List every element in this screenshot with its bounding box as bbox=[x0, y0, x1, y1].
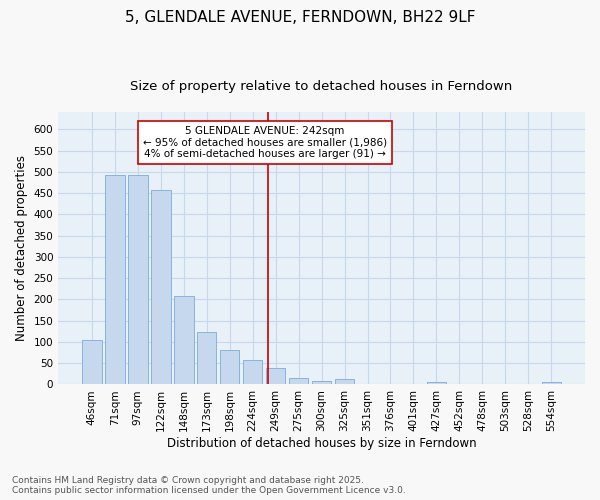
Bar bbox=[289, 378, 308, 384]
Y-axis label: Number of detached properties: Number of detached properties bbox=[15, 156, 28, 342]
Bar bbox=[197, 332, 217, 384]
Title: Size of property relative to detached houses in Ferndown: Size of property relative to detached ho… bbox=[130, 80, 513, 93]
Text: 5 GLENDALE AVENUE: 242sqm
← 95% of detached houses are smaller (1,986)
4% of sem: 5 GLENDALE AVENUE: 242sqm ← 95% of detac… bbox=[143, 126, 387, 159]
Bar bbox=[220, 350, 239, 384]
Bar bbox=[105, 175, 125, 384]
Bar bbox=[151, 190, 170, 384]
Text: Contains HM Land Registry data © Crown copyright and database right 2025.
Contai: Contains HM Land Registry data © Crown c… bbox=[12, 476, 406, 495]
Bar bbox=[266, 368, 286, 384]
Bar bbox=[312, 381, 331, 384]
Bar bbox=[174, 296, 194, 384]
Bar bbox=[542, 382, 561, 384]
Bar bbox=[128, 175, 148, 384]
X-axis label: Distribution of detached houses by size in Ferndown: Distribution of detached houses by size … bbox=[167, 437, 476, 450]
Bar bbox=[335, 380, 355, 384]
Bar bbox=[427, 382, 446, 384]
Bar bbox=[82, 340, 101, 384]
Bar bbox=[243, 360, 262, 384]
Text: 5, GLENDALE AVENUE, FERNDOWN, BH22 9LF: 5, GLENDALE AVENUE, FERNDOWN, BH22 9LF bbox=[125, 10, 475, 25]
